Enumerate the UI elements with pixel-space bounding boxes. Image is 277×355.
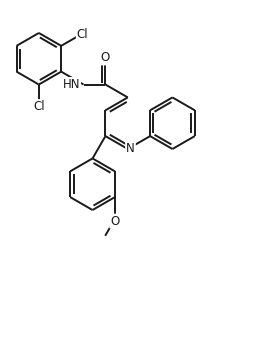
Text: O: O bbox=[101, 51, 110, 65]
Text: Cl: Cl bbox=[33, 100, 45, 113]
Text: O: O bbox=[110, 214, 119, 228]
Text: HN: HN bbox=[63, 78, 80, 91]
Text: Cl: Cl bbox=[77, 28, 88, 41]
Text: N: N bbox=[126, 142, 135, 155]
